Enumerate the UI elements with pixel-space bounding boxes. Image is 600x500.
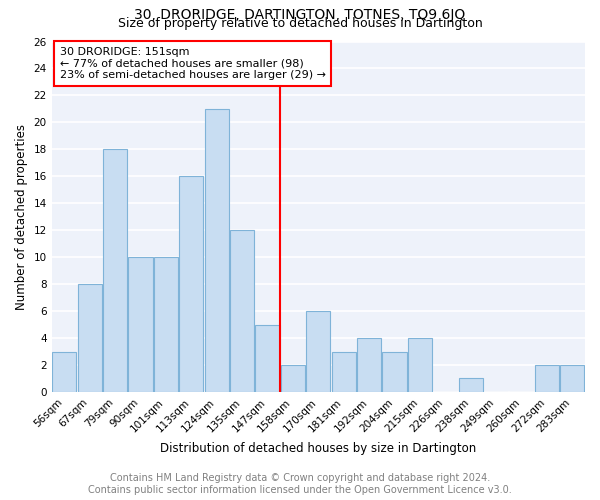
Text: 30 DRORIDGE: 151sqm
← 77% of detached houses are smaller (98)
23% of semi-detach: 30 DRORIDGE: 151sqm ← 77% of detached ho… xyxy=(59,47,326,80)
Bar xyxy=(382,352,407,392)
Y-axis label: Number of detached properties: Number of detached properties xyxy=(15,124,28,310)
Bar xyxy=(560,365,584,392)
Bar xyxy=(52,352,76,392)
Bar xyxy=(408,338,432,392)
Bar xyxy=(256,324,280,392)
Bar xyxy=(230,230,254,392)
Bar xyxy=(128,257,152,392)
Bar xyxy=(535,365,559,392)
Bar xyxy=(103,150,127,392)
Bar xyxy=(332,352,356,392)
Bar xyxy=(77,284,102,392)
Bar xyxy=(357,338,381,392)
Bar xyxy=(154,257,178,392)
X-axis label: Distribution of detached houses by size in Dartington: Distribution of detached houses by size … xyxy=(160,442,476,455)
Bar xyxy=(179,176,203,392)
Bar xyxy=(458,378,483,392)
Text: 30, DRORIDGE, DARTINGTON, TOTNES, TQ9 6JQ: 30, DRORIDGE, DARTINGTON, TOTNES, TQ9 6J… xyxy=(134,8,466,22)
Bar xyxy=(306,311,331,392)
Text: Contains HM Land Registry data © Crown copyright and database right 2024.
Contai: Contains HM Land Registry data © Crown c… xyxy=(88,474,512,495)
Bar xyxy=(281,365,305,392)
Bar xyxy=(205,109,229,392)
Text: Size of property relative to detached houses in Dartington: Size of property relative to detached ho… xyxy=(118,18,482,30)
